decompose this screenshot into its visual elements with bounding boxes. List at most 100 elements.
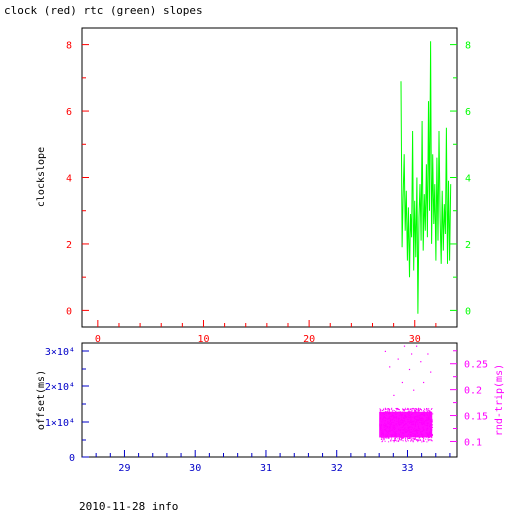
rtt-point (393, 422, 395, 424)
rtt-point (430, 415, 432, 417)
rtt-point (380, 438, 382, 440)
rtt-point (415, 436, 417, 438)
rtt-point (409, 421, 411, 423)
x-tick-label: 30 (409, 334, 421, 345)
rtt-point (420, 431, 422, 433)
rtt-point (388, 422, 390, 424)
rtt-point (423, 438, 425, 440)
rtt-point (421, 432, 423, 434)
rtt-point (412, 423, 414, 425)
rtt-point (426, 415, 428, 416)
rtt-point (379, 412, 381, 414)
rtt-point (421, 434, 423, 436)
rtt-point (403, 417, 404, 419)
rtt-point (417, 420, 419, 422)
rtt-point (398, 418, 400, 419)
rtt-point (392, 415, 394, 417)
rtt-point (392, 409, 394, 411)
rtt-point (383, 434, 385, 435)
rtt-point (390, 421, 392, 422)
rtt-point (382, 412, 384, 414)
rtt-point (428, 416, 430, 418)
rtt-point (386, 430, 388, 432)
rtt-point (425, 425, 427, 426)
rtt-point (380, 426, 382, 428)
rtt-point (397, 422, 399, 424)
rtt-point (392, 427, 394, 429)
rtt-point (417, 410, 419, 412)
rtt-point (413, 437, 415, 439)
rtt-point (381, 423, 383, 425)
rtt-point (403, 432, 405, 434)
rtt-point (379, 426, 381, 428)
y-axis-label: offset(ms) (36, 370, 47, 430)
rtt-point (414, 438, 416, 439)
rtt-point (420, 418, 422, 420)
rtt-point (398, 411, 400, 413)
rtt-point (425, 422, 427, 424)
rtt-point (390, 434, 392, 436)
rtt-point (419, 428, 421, 430)
rtt-point (402, 421, 404, 423)
rtt-point (384, 429, 386, 431)
rtt-point (391, 410, 393, 412)
rtt-point (419, 439, 421, 440)
rtt-point (409, 431, 411, 433)
rtt-point (423, 428, 424, 430)
rtt-point (405, 409, 407, 411)
rtt-point (380, 415, 382, 417)
rtt-point (386, 436, 388, 438)
rtt-point (401, 419, 402, 421)
rtt-point (425, 438, 427, 440)
rtt-point (430, 440, 432, 442)
rtt-point (429, 419, 431, 421)
rtt-point (409, 411, 411, 413)
rtt-point (388, 433, 390, 435)
rtt-point (418, 414, 420, 416)
rtt-point (399, 429, 401, 431)
rtt-point (417, 441, 419, 443)
rtt-point (421, 435, 423, 437)
rtt-point (410, 426, 412, 428)
rtt-point (420, 409, 422, 411)
rtt-point (399, 434, 400, 436)
y-tick-label: 6 (66, 107, 72, 118)
rtt-point (399, 424, 401, 426)
rtt-point (415, 421, 417, 423)
rtt-point (400, 411, 402, 413)
rtt-point (387, 423, 389, 425)
rtt-point (403, 420, 405, 422)
rtt-point (402, 422, 404, 424)
rtt-point (426, 422, 428, 424)
rtt-point (394, 420, 395, 422)
rtt-point (412, 422, 414, 424)
rtt-point (401, 429, 403, 431)
rtt-point (426, 410, 428, 412)
rtt-point (402, 437, 404, 439)
rtt-point (406, 421, 408, 423)
rtt-point (426, 429, 427, 431)
rtt-point (396, 409, 398, 411)
rtt-point (429, 424, 431, 426)
rtt-point (416, 411, 418, 413)
rtt-point (415, 429, 417, 431)
y-axis-label: clockslope (36, 147, 47, 207)
rtt-point (415, 418, 417, 420)
rtt-point (421, 414, 423, 416)
rtt-point (398, 429, 400, 431)
rtt-point (409, 434, 411, 436)
rtt-point (381, 437, 383, 439)
rtt-point (408, 426, 410, 428)
rtt-point (393, 424, 395, 426)
x-tick-label: 0 (95, 334, 101, 345)
rtt-point (427, 422, 429, 424)
rtt-outlier-point (413, 389, 415, 391)
rtt-point (413, 428, 415, 430)
rtt-point (406, 408, 408, 410)
rtt-point (417, 429, 419, 431)
rtt-point (380, 425, 382, 427)
rtt-point (379, 420, 381, 422)
rtt-point (415, 408, 417, 410)
rtt-point (406, 435, 408, 437)
rtt-point (417, 419, 419, 421)
